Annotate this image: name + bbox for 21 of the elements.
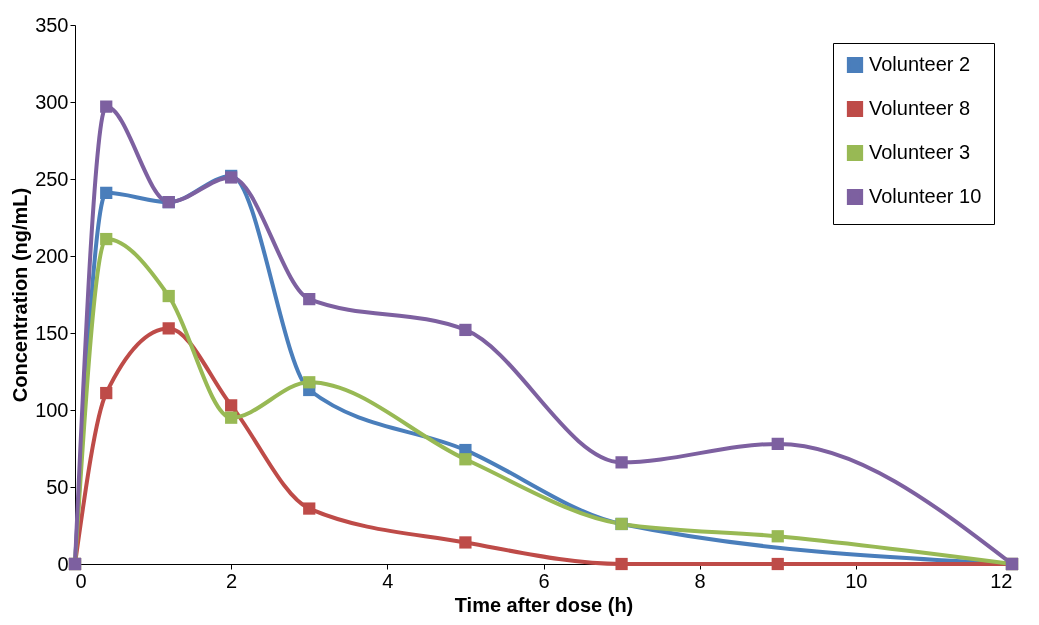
x-tick-label: 8 <box>694 569 706 592</box>
y-tick-label: 0 <box>57 552 69 575</box>
y-tick-label: 50 <box>46 475 69 498</box>
y-tick-label: 350 <box>35 13 69 36</box>
y-tick-label: 200 <box>35 244 69 267</box>
x-tick-label: 12 <box>990 569 1013 592</box>
y-tick-label: 250 <box>35 167 69 190</box>
y-tick-label: 300 <box>35 90 69 113</box>
x-axis-title: Time after dose (h) <box>454 593 634 616</box>
x-tick-label: 0 <box>75 569 87 592</box>
legend-label: Volunteer 2 <box>869 53 971 75</box>
legend-label: Volunteer 10 <box>869 185 982 207</box>
x-tick-label: 6 <box>538 569 550 592</box>
y-tick-label: 150 <box>35 321 69 344</box>
legend-label: Volunteer 8 <box>869 97 971 119</box>
legend-label: Volunteer 3 <box>869 141 971 163</box>
y-axis-title: Concentration (ng/mL) <box>9 187 32 403</box>
x-tick-label: 2 <box>226 569 238 592</box>
x-tick-label: 4 <box>382 569 394 592</box>
y-tick-label: 100 <box>35 398 69 421</box>
x-tick-label: 10 <box>845 569 868 592</box>
